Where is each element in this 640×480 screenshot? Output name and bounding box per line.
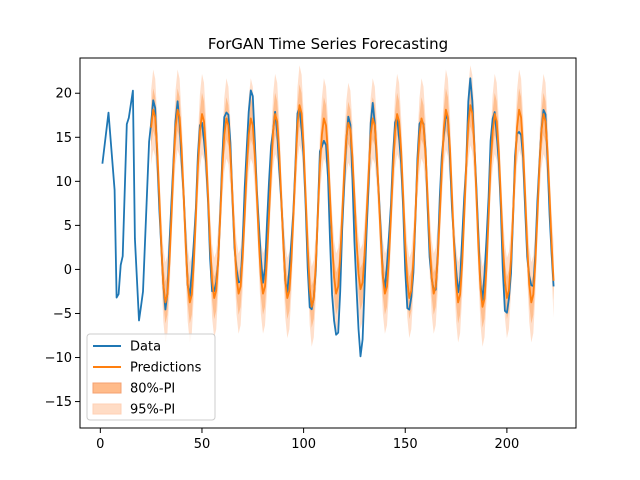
series-line-predictions: [150, 104, 555, 308]
legend-label-predictions: Predictions: [130, 361, 202, 376]
y-tick-label: 0: [64, 263, 72, 278]
legend-box: [86, 333, 216, 421]
legend-label-pi80: 80%-PI: [130, 382, 175, 397]
axes-frame: [79, 57, 577, 429]
y-tick-label: −15: [45, 395, 72, 410]
y-tick-label: −10: [45, 351, 72, 366]
y-tick-label: 20: [55, 87, 72, 102]
y-tick-label: −5: [53, 307, 72, 322]
x-tick-label: 150: [393, 437, 418, 452]
x-tick-label: 50: [194, 437, 211, 452]
y-tick-label: 5: [64, 219, 72, 234]
y-tick-label: 15: [55, 131, 72, 146]
x-tick-label: 200: [494, 437, 519, 452]
chart-title: ForGAN Time Series Forecasting: [208, 35, 448, 53]
legend-label-data: Data: [130, 340, 161, 355]
axes: 0 50 100 150 200 −15 −10 −5 0 5 10 15 20: [45, 87, 520, 452]
plot-area: [101, 65, 555, 358]
y-tick-label: 10: [55, 175, 72, 190]
band-80-pi: [151, 84, 554, 328]
legend: Data Predictions 80%-PI 95%-PI: [86, 333, 216, 421]
legend-label-pi95: 95%-PI: [130, 403, 175, 418]
x-tick-label: 100: [291, 437, 316, 452]
legend-swatch-pi95: [92, 403, 122, 415]
x-tick-label: 0: [96, 437, 104, 452]
legend-swatch-pi80: [92, 382, 122, 394]
